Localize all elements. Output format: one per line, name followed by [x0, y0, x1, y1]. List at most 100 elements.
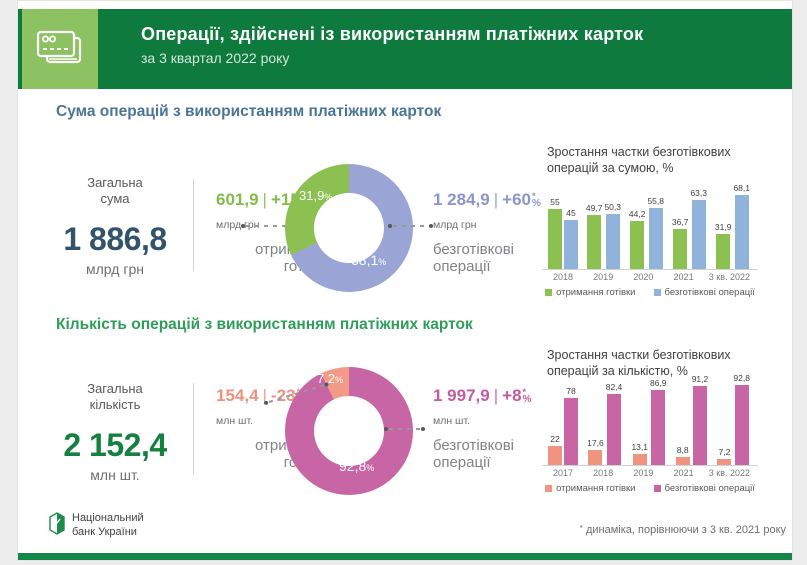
- donut-chart-sum: 31,9% 68,1%: [285, 164, 413, 292]
- bar: [717, 458, 732, 465]
- bar-value-label: 68,1: [733, 183, 750, 194]
- bar-column: 55: [548, 197, 562, 269]
- donut-chart-count: 7,2% 92,8%: [285, 367, 413, 495]
- bar-column: 13,1: [631, 442, 648, 465]
- separator: |: [262, 190, 267, 209]
- bar: [651, 389, 666, 465]
- bar-group: 55 45: [548, 197, 578, 269]
- bar-column: 22: [548, 434, 562, 465]
- page-title: Операції, здійснені із використанням пла…: [141, 24, 644, 44]
- bar-column: 36,7: [671, 217, 689, 269]
- bar-column: 17,6: [587, 438, 604, 465]
- donut-sum-cashless-label: 68,1%: [351, 252, 387, 268]
- connector-cashless-sum: [388, 224, 433, 228]
- bar-column: 7,2: [717, 446, 732, 465]
- total-count-unit: млн шт.: [90, 467, 140, 484]
- bar-group: 7,2 92,8: [717, 373, 750, 465]
- bar-column: 78: [564, 385, 578, 465]
- cash-sum-unit: млрд грн: [216, 219, 260, 231]
- bar: [632, 453, 647, 465]
- legend-label: отримання готівки: [556, 483, 636, 494]
- bar-value-label: 7,2: [718, 446, 731, 457]
- cashless-count-unit: млн шт.: [433, 415, 471, 427]
- bar-value-label: 82,4: [605, 381, 623, 392]
- header: Операції, здійснені із використанням пла…: [18, 9, 792, 89]
- total-sum-label: Загальна сума: [87, 175, 143, 206]
- bar-chart-sum: Зростання частки безготівкових операцій …: [540, 141, 774, 301]
- x-axis-line: [542, 465, 758, 466]
- bar: [605, 214, 620, 269]
- cashless-sum-unit: млрд грн: [433, 219, 477, 231]
- bar: [648, 208, 663, 269]
- cashless-count-stat: 1 997,9 | +8 *% млн шт. безготівкові опе…: [433, 386, 547, 472]
- bar: [675, 457, 690, 465]
- bar-value-label: 36,7: [671, 217, 689, 228]
- bar-column: 63,3: [690, 188, 707, 269]
- x-axis-label: 3 кв. 2022: [708, 272, 750, 282]
- bar: [630, 221, 645, 269]
- cashless-sum-stat: 1 284,9 | +60 *% млрд грн безготівкові о…: [433, 190, 547, 276]
- legend-swatch: [653, 485, 661, 492]
- nbu-logo-text: Національний банк України: [72, 512, 144, 538]
- header-banner: Операції, здійснені із використанням пла…: [98, 9, 792, 89]
- cash-count-unit: млн шт.: [216, 415, 254, 427]
- legend: отримання готівки безготівкові операції: [540, 287, 760, 298]
- total-count-value: 2 152,4: [63, 427, 167, 464]
- bar-column: 68,1: [733, 183, 750, 269]
- bar: [691, 200, 706, 269]
- nbu-emblem-icon: [49, 512, 65, 540]
- footnote: * динаміка, порівнюючи з 3 кв. 2021 року: [579, 524, 786, 536]
- x-axis-label: 2021: [673, 272, 694, 282]
- bar: [673, 229, 688, 269]
- legend-label: безготівкові операції: [664, 287, 755, 298]
- cashless-count-value-row: 1 997,9 | +8 *%: [433, 386, 547, 411]
- cash-sum-value: 601,9: [216, 190, 259, 209]
- nbu-logo: Національний банк України: [49, 512, 144, 540]
- x-axis-label: 2020: [633, 272, 654, 282]
- cashless-count-label: безготівкові операції: [433, 437, 515, 472]
- total-sum-unit: млрд грн: [86, 261, 144, 278]
- bar-value-label: 44,2: [628, 209, 646, 219]
- bar-column: 44,2: [628, 209, 646, 269]
- x-axis-label: 2018: [593, 468, 614, 478]
- bar-group: 22 78: [548, 385, 578, 465]
- total-count-label: Загальна кількість: [87, 381, 143, 412]
- infographic-card: Операції, здійснені із використанням пла…: [17, 0, 793, 561]
- x-labels: 2018 2019 2020 2021 3 кв. 2022: [548, 272, 750, 282]
- donut-sum-cash-label: 31,9%: [299, 188, 333, 203]
- x-axis-label: 2019: [593, 272, 614, 282]
- separator: |: [262, 386, 267, 405]
- x-axis-label: 2018: [552, 272, 574, 282]
- separator: |: [493, 386, 499, 405]
- percent-asterisk: *%: [532, 191, 541, 209]
- page-subtitle: за 3 квартал 2022 року: [141, 50, 290, 66]
- legend-swatch: [653, 289, 661, 296]
- bar: [606, 393, 621, 465]
- bar-column: 49,7: [586, 203, 602, 269]
- donut-hole: [314, 396, 384, 466]
- section-title-count: Кількість операцій з використанням платі…: [56, 316, 473, 333]
- section-title-sum: Сума операцій з використанням платіжних …: [56, 103, 442, 120]
- bar: [734, 195, 749, 269]
- x-axis-label: 2017: [552, 468, 574, 478]
- bar: [734, 384, 749, 465]
- bar-value-label: 17,6: [587, 437, 604, 448]
- bar-column: 55,8: [647, 196, 664, 269]
- total-sum-value: 1 886,8: [63, 221, 167, 258]
- bar-group: 8,8 91,2: [675, 374, 708, 465]
- x-axis-label: 3 кв. 2022: [708, 468, 750, 478]
- cashless-sum-value-row: 1 284,9 | +60 *%: [433, 190, 547, 215]
- chart-sum-title: Зростання частки безготівкових операцій …: [547, 145, 731, 176]
- bar-value-label: 45: [566, 208, 576, 219]
- bar: [548, 445, 562, 465]
- cash-count-value: 154,4: [216, 386, 259, 405]
- bar-column: 82,4: [605, 381, 623, 465]
- cashless-count-change: +8: [502, 386, 522, 405]
- bar-group: 44,2 55,8: [629, 196, 664, 269]
- bar-column: 50,3: [604, 202, 621, 269]
- x-labels: 2017 2018 2019 2021 3 кв. 2022: [548, 468, 750, 478]
- bar-group: 36,7 63,3: [672, 188, 707, 269]
- legend: отримання готівки безготівкові операції: [540, 483, 760, 494]
- legend-item: отримання готівки: [545, 483, 636, 494]
- bar-value-label: 78: [566, 385, 576, 396]
